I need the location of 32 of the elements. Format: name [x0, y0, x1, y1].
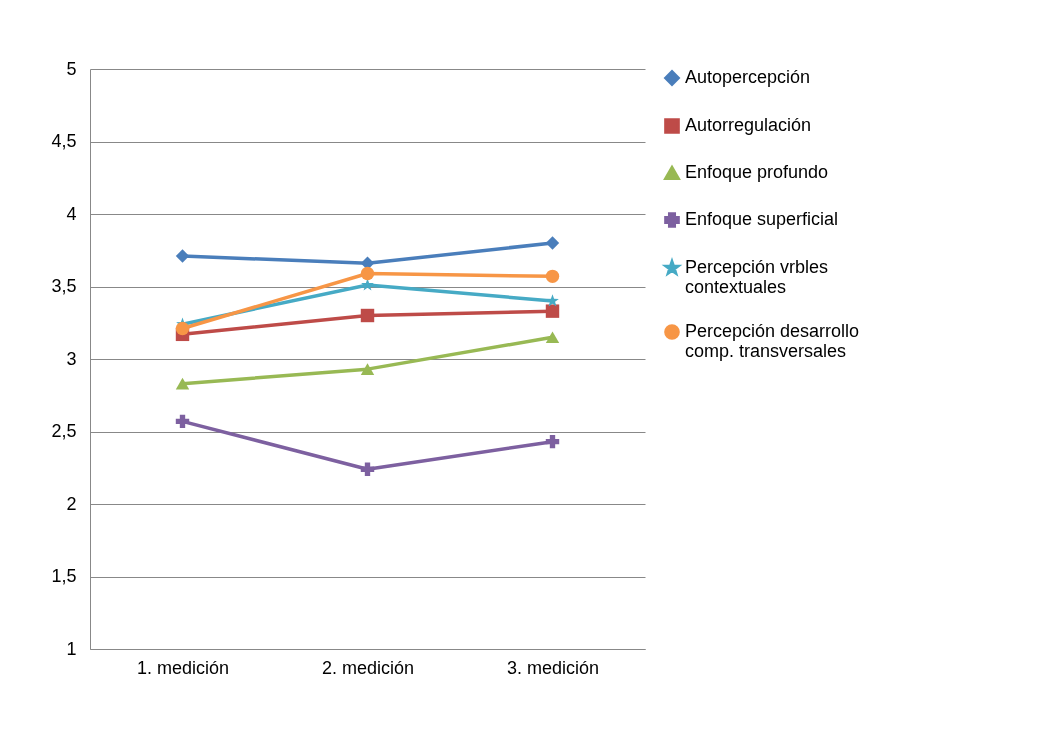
point [545, 331, 560, 344]
point [175, 377, 190, 390]
x-tick-label: 2. medición [321, 657, 415, 678]
y-tick-label: 5 [66, 58, 77, 79]
point [175, 414, 190, 429]
point [545, 434, 560, 449]
y-tick-label: 4 [66, 203, 77, 224]
y-tick-label: 3,5 [51, 276, 77, 296]
legend-label: Percepción vrbles contextuales [685, 257, 829, 297]
y-tick-label: 2,5 [51, 421, 77, 441]
legend-label: Autopercepción [685, 67, 811, 87]
x-tick-label: 1. medición [136, 657, 230, 678]
point [545, 269, 560, 284]
legend-label: Enfoque superficial [685, 209, 839, 229]
point [360, 462, 375, 476]
legend-label: Enfoque profundo [685, 162, 829, 182]
y-tick-label: 3 [66, 348, 77, 369]
point [175, 249, 190, 263]
y-tick-label: 1,5 [51, 566, 77, 586]
legend-label: Autorregulación [685, 115, 812, 135]
legend-label: Percepción desarrollo comp. transversales [685, 321, 860, 361]
y-tick-label: 2 [66, 493, 77, 514]
point [545, 236, 560, 250]
point [545, 304, 560, 318]
point [360, 308, 375, 323]
y-tick-label: 4,5 [51, 131, 77, 151]
y-tick-label: 1 [66, 638, 77, 659]
x-tick-label: 3. medición [506, 657, 600, 678]
point [175, 321, 190, 336]
point [360, 266, 375, 281]
point [360, 363, 375, 375]
point [546, 294, 559, 307]
